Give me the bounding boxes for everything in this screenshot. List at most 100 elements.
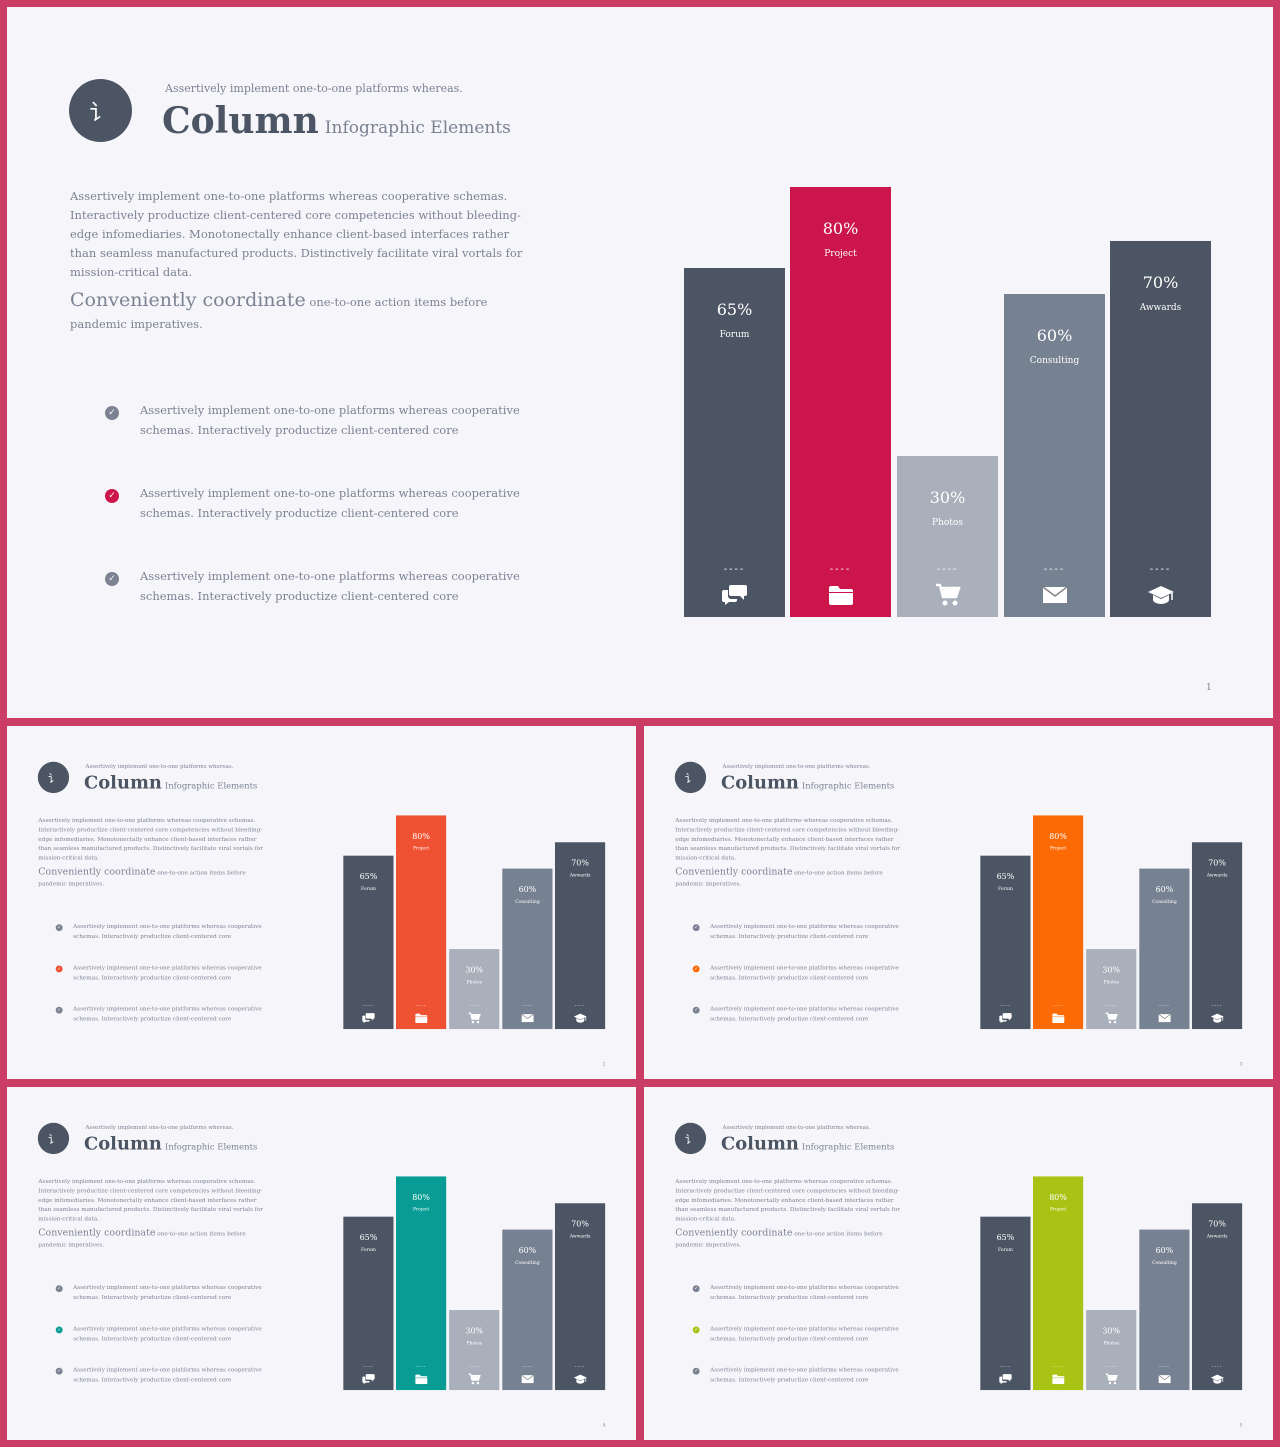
folder-icon	[396, 1012, 446, 1024]
bar-category-label: Awwards	[1206, 1234, 1228, 1240]
column-chart: 65% Forum ---- 80% Project ---- 30% Photos ---- 6…	[343, 815, 606, 1030]
slide-1: 讠 Assertively implement one-to-one platf…	[7, 7, 1273, 718]
logo-glyph: 讠	[47, 772, 59, 785]
title-sub: Infographic Elements	[801, 781, 895, 792]
bar-value-label: 30%	[929, 488, 966, 507]
check-icon: ✓	[55, 965, 63, 973]
bullet-text: Assertively implement one-to-one platfor…	[73, 1366, 262, 1384]
subheading: Assertively implement one-to-one platfor…	[85, 1124, 234, 1131]
cart-icon	[449, 1373, 499, 1385]
coordinate-rest: one-to-one action items before pandemic …	[38, 869, 246, 887]
bar-photos: 30% Photos ----	[449, 1310, 500, 1391]
coordinate-rest: one-to-one action items before pandemic …	[675, 869, 883, 887]
comments-icon	[980, 1012, 1030, 1024]
coordinate-rest: one-to-one action items before pandemic …	[70, 295, 488, 331]
bar-value-label: 65%	[996, 871, 1015, 882]
bar-value-label: 30%	[465, 1325, 484, 1336]
bar-photos: 30% Photos ----	[897, 456, 998, 617]
coordinate-text: Conveniently coordinate one-to-one actio…	[38, 866, 267, 889]
envelope-icon	[502, 1012, 552, 1024]
body-paragraph: Assertively implement one-to-one platfor…	[675, 1177, 901, 1223]
check-icon: ✓	[692, 1006, 700, 1014]
bar-category-label: Project	[412, 846, 430, 852]
comments-icon	[980, 1373, 1030, 1385]
slide-title: Column Infographic Elements	[721, 1133, 894, 1154]
bar-category-label: Photos	[1103, 979, 1119, 985]
bar-value-label: 30%	[465, 964, 484, 975]
bar-category-label: Consulting	[1152, 899, 1177, 905]
check-icon: ✓	[55, 1326, 63, 1334]
bullet-text: Assertively implement one-to-one platfor…	[710, 1366, 899, 1384]
bar-project: 80% Project ----	[1032, 1176, 1084, 1391]
bar-forum: 65% Forum ----	[343, 855, 394, 1030]
bar-category-label: Photos	[466, 979, 482, 985]
bar-divider: ----	[574, 1363, 586, 1370]
bar-value-label: 70%	[1208, 1219, 1226, 1229]
coordinate-heading: Conveniently coordinate	[38, 1227, 156, 1239]
title-main: Column	[721, 1133, 799, 1155]
coordinate-rest: one-to-one action items before pandemic …	[675, 1230, 883, 1248]
page-number: 4	[602, 1422, 606, 1428]
bar-category-label: Consulting	[515, 1260, 540, 1266]
bar-value-label: 30%	[1102, 964, 1121, 975]
bar-category-label: Forum	[719, 330, 750, 340]
coordinate-text: Conveniently coordinate one-to-one actio…	[70, 289, 530, 335]
bar-project: 80% Project ----	[790, 187, 891, 617]
bar-category-label: Photos	[466, 1340, 482, 1346]
bar-category-label: Awwards	[1139, 303, 1182, 313]
comments-icon	[343, 1373, 393, 1385]
slide-content: 讠 Assertively implement one-to-one platf…	[7, 7, 1273, 718]
bar-value-label: 60%	[1155, 1245, 1174, 1255]
bullet-text: Assertively implement one-to-one platfor…	[710, 1324, 899, 1342]
slide-2: 讠 Assertively implement one-to-one platf…	[7, 726, 636, 1079]
bar-value-label: 80%	[412, 831, 430, 841]
bullet-text: Assertively implement one-to-one platfor…	[73, 963, 262, 981]
cart-icon	[1086, 1012, 1136, 1024]
title-main: Column	[84, 772, 162, 794]
bar-consulting: 60% Consulting ----	[502, 1229, 553, 1391]
bar-forum: 65% Forum ----	[980, 855, 1031, 1030]
bar-project: 80% Project ----	[395, 1176, 447, 1391]
logo-badge: 讠	[674, 1122, 707, 1155]
bar-category-label: Photos	[1103, 1340, 1119, 1346]
title-sub: Infographic Elements	[801, 1142, 895, 1153]
slide-3: 讠 Assertively implement one-to-one platf…	[644, 726, 1273, 1079]
column-chart: 65% Forum ---- 80% Project ---- 30% Photos ---- 6…	[684, 187, 1212, 617]
folder-icon	[1033, 1012, 1083, 1024]
body-paragraph: Assertively implement one-to-one platfor…	[38, 816, 264, 862]
slide-content: 讠 Assertively implement one-to-one platf…	[7, 726, 636, 1079]
bullet-text: Assertively implement one-to-one platfor…	[710, 922, 899, 940]
bar-category-label: Forum	[361, 886, 376, 892]
bar-divider: ----	[936, 564, 959, 575]
bar-category-label: Project	[824, 249, 857, 259]
graduation-cap-icon	[1192, 1012, 1242, 1024]
bar-divider: ----	[1149, 564, 1172, 575]
bar-divider: ----	[522, 1363, 533, 1370]
bullet-text: Assertively implement one-to-one platfor…	[710, 1283, 899, 1301]
logo-badge: 讠	[37, 1122, 70, 1155]
bar-category-label: Forum	[998, 886, 1013, 892]
bar-value-label: 60%	[1155, 884, 1174, 894]
check-icon: ✓	[105, 489, 119, 503]
bar-divider: ----	[363, 1363, 374, 1370]
comments-icon	[343, 1012, 393, 1024]
logo-glyph: 讠	[47, 1133, 59, 1146]
slide-content: 讠 Assertively implement one-to-one platf…	[7, 1087, 636, 1440]
bar-value-label: 70%	[571, 858, 589, 868]
bar-value-label: 80%	[1049, 1192, 1067, 1202]
logo-glyph: 讠	[89, 100, 112, 126]
column-chart: 65% Forum ---- 80% Project ---- 30% Photos ---- 6…	[343, 1176, 606, 1391]
graduation-cap-icon	[1110, 583, 1211, 607]
bar-category-label: Awwards	[569, 1234, 591, 1240]
page-number: 3	[1239, 1061, 1243, 1067]
bar-consulting: 60% Consulting ----	[1139, 868, 1190, 1030]
check-icon: ✓	[55, 1285, 63, 1293]
bar-category-label: Project	[412, 1207, 430, 1213]
bar-divider: ----	[1159, 1002, 1170, 1009]
bullet-text: Assertively implement one-to-one platfor…	[140, 486, 520, 520]
bar-photos: 30% Photos ----	[1086, 949, 1137, 1030]
bar-consulting: 60% Consulting ----	[502, 868, 553, 1030]
bar-value-label: 70%	[571, 1219, 589, 1229]
graduation-cap-icon	[1192, 1373, 1242, 1385]
bar-value-label: 70%	[1208, 858, 1226, 868]
